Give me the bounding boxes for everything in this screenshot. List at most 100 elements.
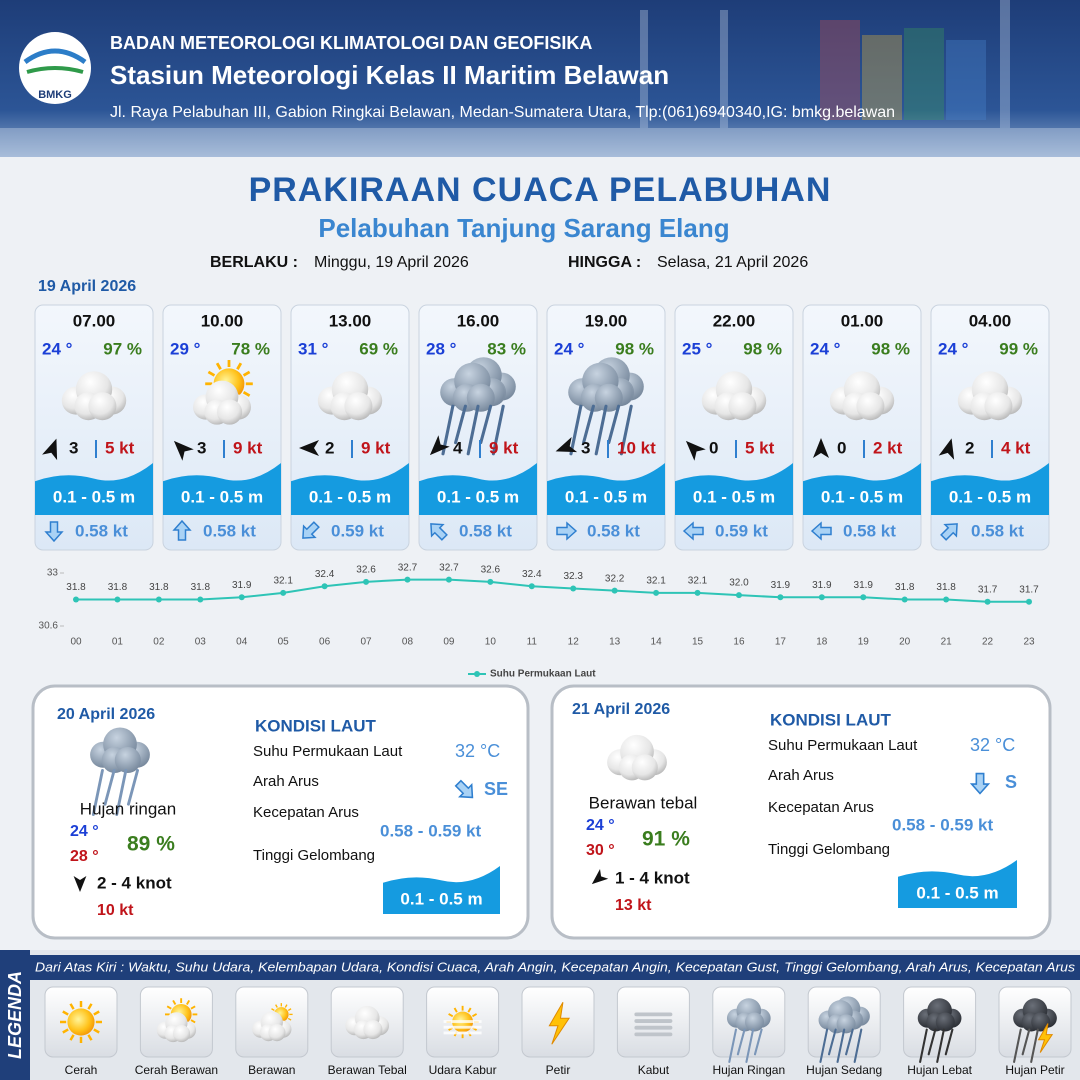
value-label: 31.8 — [149, 582, 169, 593]
rain-drop — [582, 404, 595, 445]
value-label: 31.8 — [66, 582, 86, 593]
legend-item-label: Cerah Berawan — [135, 1063, 218, 1077]
card-temperature: 24 ° — [42, 339, 73, 358]
panel-wind: 1 - 4 knot — [615, 868, 690, 887]
card-wave: 0.1 - 0.5 m — [437, 487, 519, 506]
card-wind-speed: 4 — [453, 438, 463, 457]
panel-temp-min: 24 ° — [586, 817, 615, 834]
valid-to-label: HINGGA : — [568, 254, 641, 271]
weather-icon — [917, 998, 962, 1063]
value-label: 31.7 — [978, 584, 998, 595]
wave — [898, 860, 1017, 908]
value-label: 32.3 — [563, 571, 583, 582]
card-time: 01.00 — [841, 311, 884, 330]
rain-drop — [836, 1028, 846, 1063]
panel-wind: 2 - 4 knot — [97, 873, 172, 892]
legend-description-band — [30, 955, 1080, 980]
point — [818, 594, 825, 601]
sun-ray — [467, 1007, 472, 1013]
card-time: 19.00 — [585, 311, 628, 330]
point — [860, 594, 867, 601]
sun — [67, 1008, 95, 1036]
value-label: 31.9 — [232, 580, 252, 591]
line — [76, 578, 1029, 603]
point — [611, 587, 618, 594]
sun-ray — [172, 999, 177, 1006]
x-tick-label: 23 — [1023, 637, 1035, 648]
rain-drop — [594, 404, 608, 456]
rain-drop — [936, 1028, 945, 1063]
x-tick-label: 12 — [568, 637, 580, 648]
legend-side — [0, 950, 30, 1080]
panel-humidity: 91 % — [642, 828, 690, 851]
card-time: 04.00 — [969, 311, 1012, 330]
rain-drop — [127, 768, 139, 806]
point — [653, 589, 660, 596]
legend-item-label: Berawan Tebal — [328, 1063, 407, 1077]
sun-ray — [87, 1034, 93, 1041]
x-tick-label: 18 — [816, 637, 828, 648]
x-tick-label: 00 — [70, 637, 82, 648]
legend-item-label: Petir — [546, 1063, 571, 1077]
sun-ray — [190, 1005, 196, 1010]
card-wave: 0.1 - 0.5 m — [693, 487, 775, 506]
value-label: 32.4 — [522, 569, 542, 580]
rain-drop — [454, 404, 467, 445]
rain-drop — [479, 404, 493, 445]
card-gust: 5 kt — [105, 438, 135, 457]
rain-drop — [103, 768, 116, 806]
card-wind-speed: 3 — [197, 438, 206, 457]
card-time: 07.00 — [73, 311, 116, 330]
point — [735, 592, 742, 599]
value-label: 31.8 — [936, 582, 956, 593]
point — [943, 596, 950, 603]
x-tick-label: 09 — [443, 637, 455, 648]
sun-ray — [87, 1003, 93, 1010]
value-label: 31.9 — [854, 580, 874, 591]
card-humidity: 78 % — [231, 339, 270, 358]
card-temperature: 31 ° — [298, 339, 329, 358]
legend-description: Dari Atas Kiri : Waktu, Suhu Udara, Kele… — [35, 959, 1076, 974]
rain-drop — [853, 1028, 863, 1063]
card-humidity: 98 % — [871, 339, 910, 358]
card-current: 0.58 kt — [971, 521, 1024, 540]
panel-humidity: 89 % — [127, 833, 175, 856]
wave — [383, 866, 500, 914]
sun-ray — [69, 1003, 75, 1010]
sea-label: Tinggi Gelombang — [253, 847, 375, 864]
x-tick-label: 04 — [236, 637, 248, 648]
x-tick-label: 03 — [195, 637, 207, 648]
weather-icon — [90, 727, 150, 817]
station-name: Stasiun Meteorologi Kelas II Maritim Bel… — [110, 60, 669, 90]
weather-icon — [317, 371, 383, 421]
wind-direction-arrow — [299, 440, 319, 456]
point — [777, 594, 784, 601]
wind-direction-arrow — [173, 440, 194, 461]
card-gust: 10 kt — [617, 438, 656, 457]
panel-date: 21 April 2026 — [572, 701, 670, 718]
sun-ray — [471, 1013, 478, 1018]
point — [114, 596, 121, 603]
point — [280, 589, 287, 596]
sea-label: Kecepatan Arus — [768, 799, 874, 816]
legend-label: Suhu Permukaan Laut — [490, 669, 596, 680]
valid-from-label: BERLAKU : — [210, 254, 298, 271]
cloud-puff — [984, 392, 1013, 421]
weather-icon — [252, 1003, 293, 1042]
rain-drop — [466, 404, 480, 456]
rain-drop — [569, 404, 583, 456]
sea-label: Kecepatan Arus — [253, 804, 359, 821]
logo-arc — [23, 48, 87, 65]
sea-sst: 32 °C — [970, 735, 1015, 755]
sea-label: Arah Arus — [253, 773, 319, 790]
sea-sst: 32 °C — [455, 741, 500, 761]
point — [404, 576, 411, 583]
sea-current-speed: 0.58 - 0.59 kt — [380, 821, 481, 840]
point — [321, 583, 328, 590]
sun-ray — [448, 1013, 454, 1018]
wave — [547, 463, 665, 515]
sea-wave: 0.1 - 0.5 m — [916, 883, 998, 902]
card-wind-speed: 2 — [325, 438, 334, 457]
y-tick-label: 30.6 — [39, 621, 59, 632]
rain-drop — [927, 1028, 937, 1056]
